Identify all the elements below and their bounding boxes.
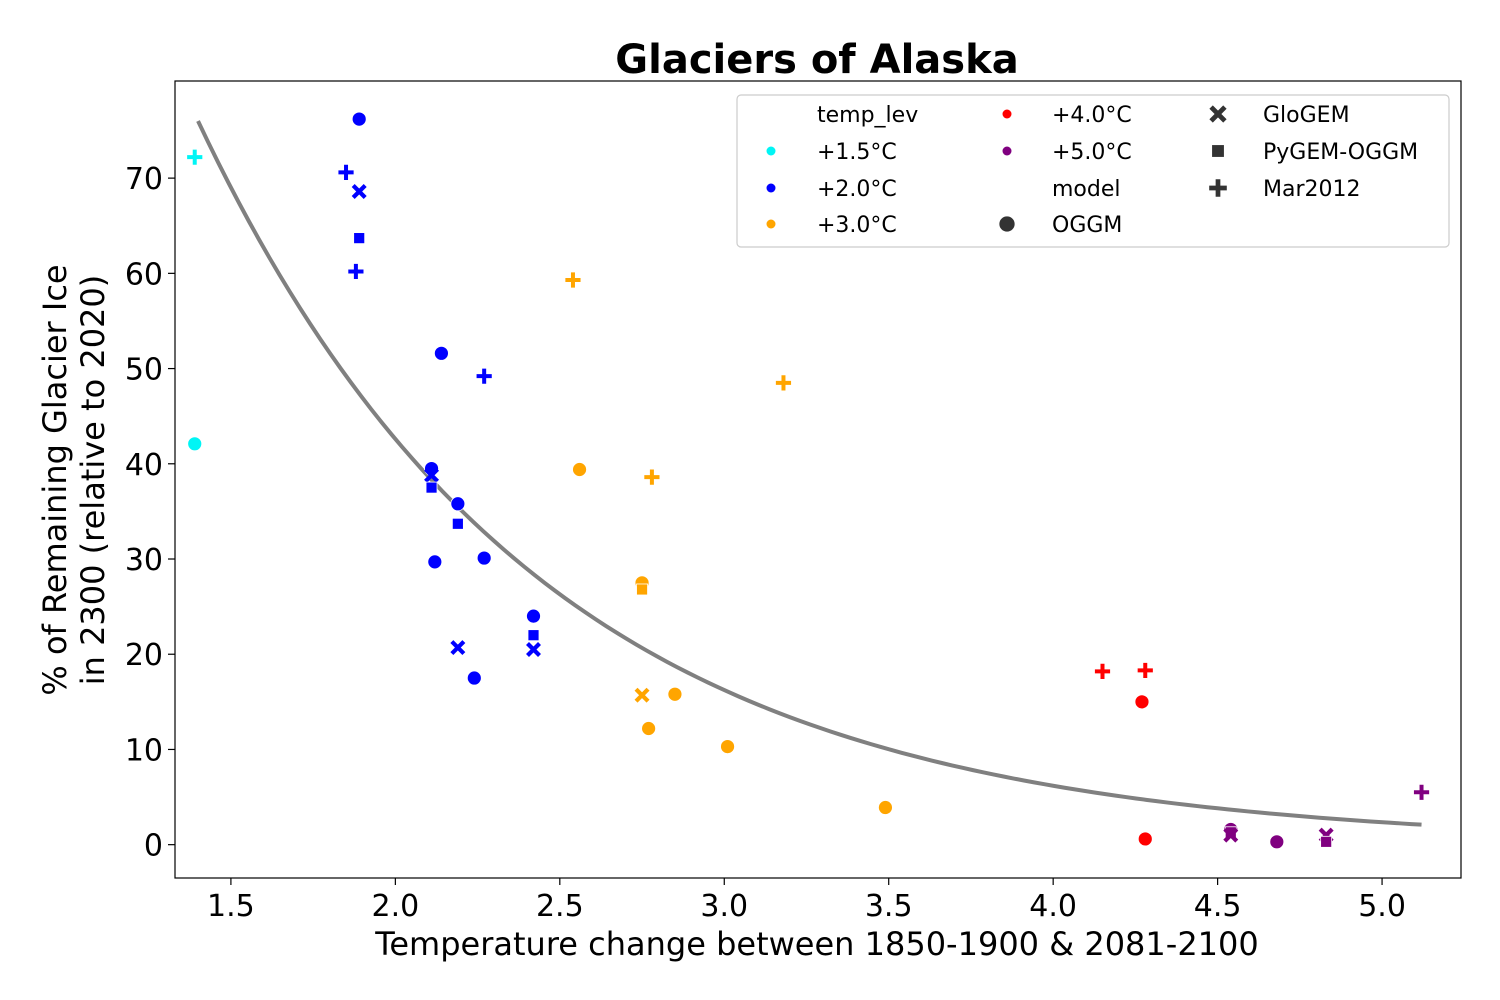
y-tick-label: 20 xyxy=(125,638,163,673)
data-point-pygem-oggm xyxy=(527,629,540,642)
x-tick-label: 1.5 xyxy=(207,889,255,924)
y-axis-label-line-2: in 2300 (relative to 2020) xyxy=(74,275,112,686)
x-tick-label: 5.0 xyxy=(1358,889,1406,924)
data-point-oggm xyxy=(476,550,492,566)
legend-marker xyxy=(1211,144,1225,158)
data-point-mar2012 xyxy=(1136,662,1154,679)
x-axis: 1.5 2.0 2.5 3.0 3.5 4.0 4.5 5.0 xyxy=(207,878,1406,924)
x-tick-label: 4.5 xyxy=(1194,889,1242,924)
data-point-oggm xyxy=(187,436,203,452)
plot-area xyxy=(174,80,1462,879)
data-point-oggm xyxy=(667,686,683,702)
y-tick-label: 60 xyxy=(125,257,163,292)
data-point-glogem xyxy=(424,467,440,483)
legend-box xyxy=(736,94,1450,248)
legend-label: model xyxy=(1052,177,1121,202)
data-point-mar2012 xyxy=(564,271,582,289)
x-tick-label: 2.5 xyxy=(536,889,584,924)
data-point-mar2012 xyxy=(347,263,365,280)
data-point-pygem-oggm xyxy=(425,481,438,494)
data-point-pygem-oggm xyxy=(353,232,366,245)
legend-marker xyxy=(1209,105,1227,123)
data-points xyxy=(186,111,1430,850)
data-point-oggm xyxy=(450,496,466,512)
plot-frame xyxy=(174,80,1462,879)
legend-marker xyxy=(1002,109,1012,119)
data-point-glogem xyxy=(1223,827,1239,843)
legend-marker xyxy=(766,146,776,156)
data-point-oggm xyxy=(878,800,893,815)
legend-marker xyxy=(1208,178,1228,198)
data-point-glogem xyxy=(526,641,541,657)
data-point-mar2012 xyxy=(643,468,661,486)
legend-label: +3.0°C xyxy=(817,213,897,238)
data-point-oggm xyxy=(641,721,657,736)
data-point-mar2012 xyxy=(337,164,355,181)
y-axis: 0 10 20 30 40 50 60 70 xyxy=(125,162,175,864)
y-tick-label: 70 xyxy=(125,162,163,197)
y-tick-label: 40 xyxy=(125,448,163,483)
data-point-mar2012 xyxy=(775,374,792,392)
data-point-pygem-oggm xyxy=(636,583,648,596)
data-point-mar2012 xyxy=(1094,662,1111,680)
y-tick-label: 50 xyxy=(125,353,163,388)
x-tick-label: 4.0 xyxy=(1029,889,1077,924)
legend-marker xyxy=(998,215,1016,233)
fit-curve xyxy=(196,120,1422,827)
x-axis-label: Temperature change between 1850-1900 & 2… xyxy=(374,925,1259,963)
legend: temp_lev +1.5°C +2.0°C +3.0°C +4.0°C +5.0°C mo… xyxy=(736,94,1450,248)
data-point-oggm xyxy=(1134,694,1150,710)
data-point-oggm xyxy=(720,739,735,754)
legend-label: GloGEM xyxy=(1263,103,1350,128)
data-point-oggm xyxy=(526,608,541,624)
y-tick-label: 30 xyxy=(125,543,163,578)
y-tick-label: 10 xyxy=(125,733,163,768)
x-tick-label: 3.0 xyxy=(700,889,748,924)
data-point-oggm xyxy=(434,345,449,361)
legend-label: OGGM xyxy=(1052,213,1122,238)
legend-label: Mar2012 xyxy=(1263,177,1361,202)
chart-title: Glaciers of Alaska xyxy=(615,37,1018,83)
legend-marker xyxy=(766,219,776,229)
legend-label: +2.0°C xyxy=(817,177,897,202)
data-point-oggm xyxy=(1137,831,1153,847)
legend-label: PyGEM-OGGM xyxy=(1263,140,1418,165)
data-point-pygem-oggm xyxy=(451,517,464,530)
data-point-glogem xyxy=(351,183,367,199)
legend-label: +5.0°C xyxy=(1052,140,1132,165)
data-point-oggm xyxy=(427,554,443,570)
y-axis-label-line-1: % of Remaining Glacier Ice xyxy=(36,264,74,695)
data-point-oggm xyxy=(466,670,482,686)
y-tick-label: 0 xyxy=(144,829,163,864)
data-point-mar2012 xyxy=(1413,783,1430,801)
data-point-mar2012 xyxy=(475,367,493,385)
legend-label: temp_lev xyxy=(817,103,918,128)
x-tick-label: 3.5 xyxy=(865,889,913,924)
data-point-oggm xyxy=(1269,834,1285,850)
legend-marker xyxy=(766,183,776,193)
data-point-glogem xyxy=(634,687,650,703)
data-point-glogem xyxy=(450,640,466,656)
y-axis-label: % of Remaining Glacier Ice in 2300 (rela… xyxy=(36,264,112,695)
data-point-mar2012 xyxy=(186,148,204,166)
legend-marker xyxy=(1002,146,1012,156)
data-point-oggm xyxy=(351,111,367,127)
x-tick-label: 2.0 xyxy=(372,889,420,924)
data-point-oggm xyxy=(572,462,587,477)
legend-label: +1.5°C xyxy=(817,140,897,165)
legend-label: +4.0°C xyxy=(1052,103,1132,128)
data-point-pygem-oggm xyxy=(1320,835,1333,848)
